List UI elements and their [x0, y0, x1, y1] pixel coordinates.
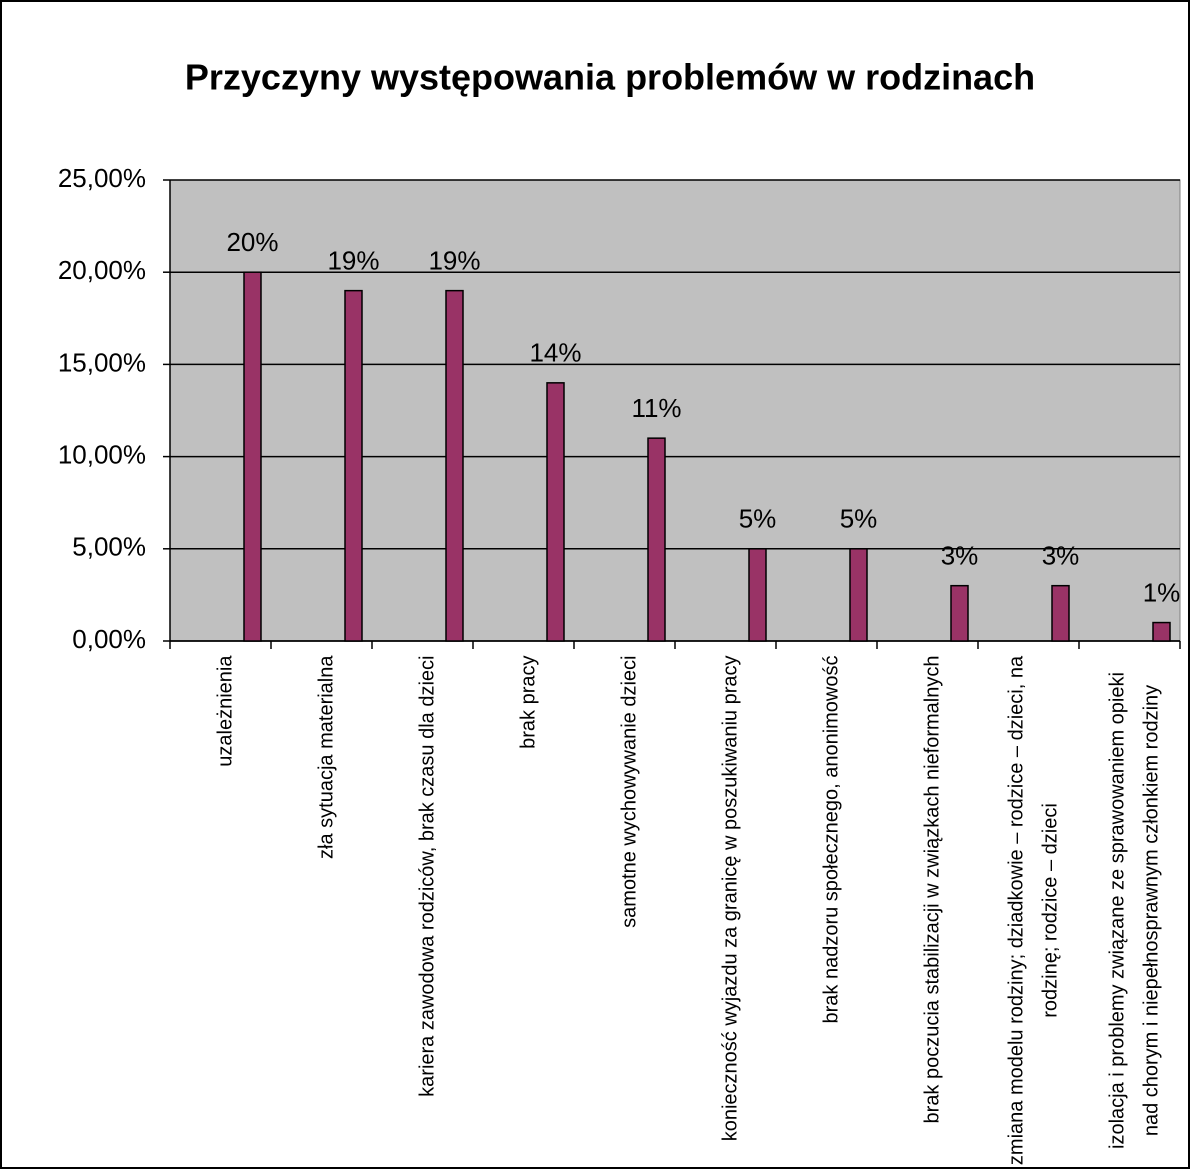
y-tick-label: 0,00% [72, 624, 146, 654]
bar [1152, 621, 1171, 642]
bar [950, 584, 969, 642]
bar [849, 548, 868, 642]
y-tick-label: 15,00% [58, 347, 146, 377]
x-tick-text: brak poczucia stabilizacji w związkach n… [920, 655, 943, 1123]
x-tick-label: brak pracy [477, 655, 578, 1165]
x-tick-label: samotne wychowywanie dzieci [578, 655, 679, 1165]
x-tick-text: uzależnienia [213, 655, 236, 767]
x-tick-text: kariera zawodowa rodziców, brak czasu dl… [415, 655, 438, 1097]
x-tick-text: samotne wychowywanie dzieci [617, 655, 640, 928]
y-tick-label: 25,00% [58, 163, 146, 193]
x-tick-text: zmiana modelu rodziny; dziadkowie – rodz… [1004, 655, 1061, 1165]
x-tick-label: zła sytuacja materialna [275, 655, 376, 1165]
bar [445, 289, 464, 642]
bar [647, 437, 666, 642]
bar [344, 289, 363, 642]
x-tick-label: izolacja i problemy związane ze sprawowa… [1083, 655, 1184, 1165]
data-label: 14% [529, 338, 581, 368]
plot-area [169, 179, 1181, 642]
data-label: 5% [739, 504, 777, 534]
y-tick-label: 10,00% [58, 439, 146, 469]
data-label: 19% [428, 246, 480, 276]
bar [748, 548, 767, 642]
data-label: 20% [226, 227, 278, 257]
bar [243, 271, 262, 642]
data-label: 19% [327, 246, 379, 276]
data-label: 5% [840, 504, 878, 534]
x-tick-label: uzależnienia [174, 655, 275, 1165]
x-tick-label: konieczność wyjazdu za granicę w poszuki… [679, 655, 780, 1165]
data-label: 1% [1143, 577, 1181, 607]
x-tick-label: brak poczucia stabilizacji w związkach n… [881, 655, 982, 1165]
x-tick-label: kariera zawodowa rodziców, brak czasu dl… [376, 655, 477, 1165]
x-tick-text: brak nadzoru społecznego, anonimowość [819, 655, 842, 1023]
x-tick-label: brak nadzoru społecznego, anonimowość [780, 655, 881, 1165]
x-tick-text: konieczność wyjazdu za granicę w poszuki… [718, 655, 741, 1141]
x-tick-text: izolacja i problemy związane ze sprawowa… [1105, 671, 1162, 1149]
x-tick-label: zmiana modelu rodziny; dziadkowie – rodz… [982, 655, 1083, 1165]
x-tick-text: zła sytuacja materialna [314, 655, 337, 859]
y-tick-label: 5,00% [72, 532, 146, 562]
bar [546, 382, 565, 642]
data-label: 3% [941, 541, 979, 571]
y-tick-label: 20,00% [58, 255, 146, 285]
x-tick-text: brak pracy [516, 655, 539, 749]
bar [1051, 584, 1070, 642]
data-label: 11% [631, 393, 681, 423]
chart-title: Przyczyny występowania problemów w rodzi… [185, 57, 1035, 98]
data-label: 3% [1042, 541, 1080, 571]
